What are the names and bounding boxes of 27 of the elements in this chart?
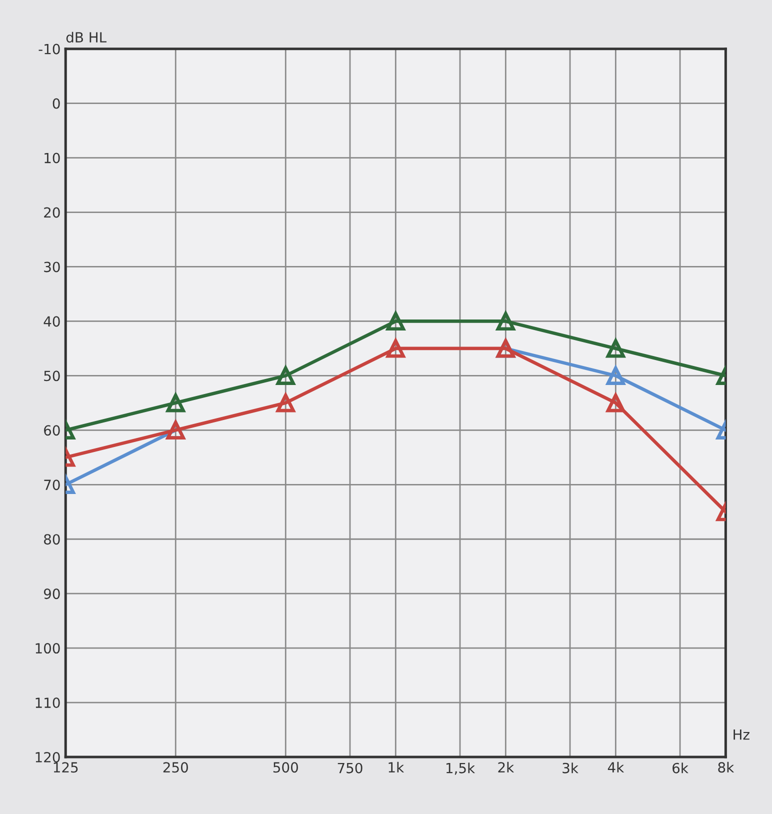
y-tick-label: 20 (44, 207, 60, 218)
y-tick-label: 110 (36, 698, 60, 708)
y-tick-label: 90 (44, 588, 60, 600)
x-tick-label: 6k (672, 762, 688, 774)
x-tick-label: 500 (273, 762, 298, 773)
x-tick-label: 8k (718, 762, 734, 773)
y-axis-title: dB HL (66, 32, 106, 43)
y-tick-label: 0 (52, 98, 60, 109)
y-tick-label: 30 (44, 262, 60, 272)
y-tick-label: 100 (36, 643, 60, 654)
x-tick-label: 250 (163, 762, 188, 773)
y-tick-label: 80 (44, 534, 60, 545)
y-tick-label: 60 (44, 425, 60, 436)
x-tick-label: 1k (388, 762, 404, 772)
x-tick-label: 4k (608, 762, 624, 772)
x-tick-label: 750 (338, 762, 362, 774)
x-axis-title: Hz (734, 729, 750, 740)
y-tick-label: 120 (36, 752, 60, 762)
y-tick-label: 70 (44, 480, 60, 490)
x-tick-label: 2k (498, 762, 514, 772)
y-tick-label: 40 (44, 316, 60, 327)
x-tick-label: 1,5k (446, 762, 476, 775)
y-tick-label: 50 (44, 370, 60, 382)
x-tick-label: 3k (562, 762, 578, 774)
x-tick-label: 125 (54, 762, 78, 773)
y-tick-label: 10 (44, 152, 60, 164)
y-tick-label: -10 (38, 44, 60, 54)
